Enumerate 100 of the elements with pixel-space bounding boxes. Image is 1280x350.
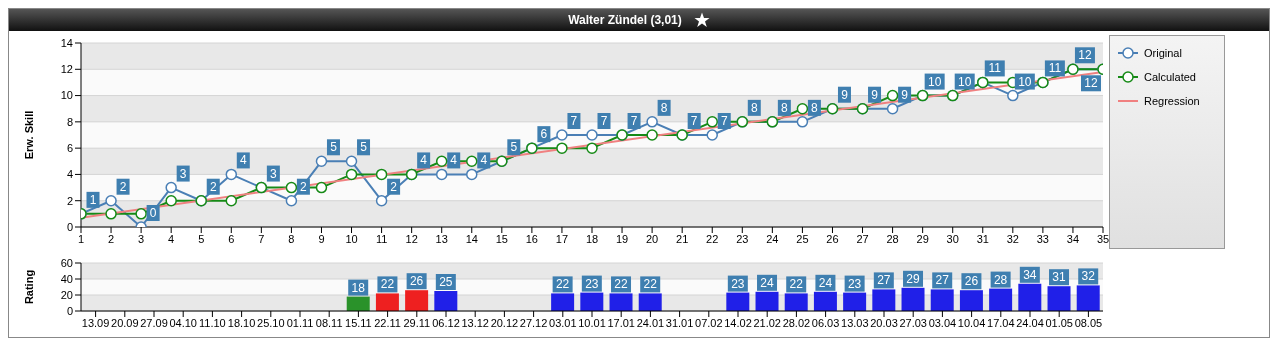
y-tick-label: 0 — [66, 304, 73, 317]
x-tick-label: 24.01 — [636, 316, 665, 329]
data-label: 7 — [690, 114, 698, 128]
x-tick-label: 27.03 — [899, 316, 927, 329]
data-label: 24 — [760, 275, 775, 290]
x-tick-label: 18.10 — [227, 316, 256, 329]
data-label: 26 — [964, 274, 979, 289]
x-tick-label: 28.02 — [782, 316, 811, 329]
x-tick-label: 23 — [736, 232, 749, 245]
x-tick-label: 15.11 — [345, 316, 372, 329]
x-tick-label: 22.11 — [374, 316, 401, 329]
x-tick-label: 08.11 — [315, 316, 343, 329]
y-tick-label: 2 — [66, 194, 73, 207]
data-label: 32 — [1081, 269, 1096, 284]
x-tick-label: 19 — [615, 232, 629, 245]
data-label: 2 — [390, 179, 398, 194]
y-tick-label: 8 — [66, 115, 73, 128]
x-tick-label: 11 — [375, 232, 388, 245]
data-label: 1 — [89, 192, 97, 207]
x-tick-label: 31 — [976, 232, 989, 245]
x-tick-label: 9 — [318, 232, 325, 245]
data-label: 8 — [811, 100, 819, 115]
data-label: 34 — [1023, 267, 1037, 282]
data-label: 7 — [630, 114, 638, 128]
x-tick-label: 10 — [345, 232, 358, 245]
data-label: 6 — [540, 127, 548, 142]
data-label: 7 — [570, 114, 578, 128]
y-tick-label: 12 — [60, 63, 73, 76]
x-tick-label: 7 — [258, 232, 265, 245]
y-tick-label: 10 — [60, 89, 73, 102]
data-label: 23 — [731, 276, 745, 291]
x-tick-label: 21.02 — [753, 316, 781, 329]
data-label: 8 — [781, 100, 789, 115]
y-tick-label: 60 — [60, 256, 73, 269]
data-label: 22 — [789, 277, 804, 292]
x-tick-label: 29.11 — [403, 316, 431, 329]
data-label: 12 — [1084, 76, 1098, 91]
data-label: 5 — [360, 140, 368, 155]
y-tick-label: 0 — [66, 220, 73, 233]
x-tick-label: 25.10 — [257, 316, 285, 329]
x-tick-label: 20.12 — [490, 316, 519, 329]
data-label: 28 — [993, 272, 1008, 287]
x-tick-label: 06.03 — [811, 316, 840, 329]
data-label: 23 — [585, 276, 599, 291]
data-label: 24 — [818, 275, 833, 290]
x-tick-label: 31.01 — [665, 316, 694, 329]
x-tick-label: 17.01 — [607, 316, 635, 329]
x-tick-label: 13.12 — [461, 316, 489, 329]
x-tick-label: 25 — [796, 232, 809, 245]
x-tick-label: 1 — [77, 232, 85, 245]
legend-label: Original — [1144, 47, 1182, 59]
x-tick-label: 10.01 — [578, 316, 606, 329]
data-label: 27 — [935, 273, 950, 288]
chart-title: Walter Zündel (3,01) — [568, 13, 682, 27]
x-tick-label: 20 — [645, 232, 659, 245]
x-tick-label: 14 — [465, 232, 478, 245]
x-tick-label: 10.04 — [957, 316, 986, 329]
data-label: 2 — [209, 179, 217, 194]
x-tick-label: 27 — [856, 232, 869, 245]
data-label: 0 — [149, 206, 157, 220]
x-tick-label: 24.04 — [1016, 316, 1044, 329]
x-tick-label: 11.10 — [199, 316, 226, 329]
x-tick-label: 17.04 — [987, 316, 1015, 329]
data-label: 9 — [841, 87, 849, 102]
y-tick-label: 14 — [60, 36, 73, 49]
data-label: 5 — [330, 140, 338, 155]
data-label: 5 — [510, 140, 518, 155]
y-tick-label: 4 — [66, 168, 73, 181]
x-tick-label: 04.10 — [169, 316, 197, 329]
y-tick-label: 40 — [60, 272, 73, 285]
data-label: 4 — [450, 153, 458, 168]
x-tick-label: 13.03 — [841, 316, 869, 329]
x-tick-label: 14.02 — [724, 316, 752, 329]
data-label: 9 — [901, 87, 909, 102]
x-tick-label: 34 — [1066, 232, 1080, 245]
x-tick-label: 2 — [108, 232, 115, 245]
x-tick-label: 30 — [946, 232, 959, 245]
x-tick-label: 35 — [1096, 232, 1110, 245]
x-tick-label: 6 — [228, 232, 235, 245]
data-label: 8 — [660, 100, 668, 115]
data-label: 22 — [643, 277, 658, 292]
x-tick-label: 28 — [886, 232, 899, 245]
data-label: 4 — [480, 153, 488, 168]
legend-label: Calculated — [1144, 71, 1196, 83]
data-label: 2 — [119, 179, 127, 194]
x-tick-label: 17 — [555, 232, 569, 245]
data-label: 4 — [239, 153, 247, 168]
x-tick-label: 07.02 — [695, 316, 723, 329]
x-tick-label: 4 — [168, 232, 175, 245]
x-tick-label: 32 — [1006, 232, 1019, 245]
data-label: 10 — [927, 74, 942, 89]
data-label: 12 — [1078, 48, 1092, 63]
data-label: 22 — [380, 277, 395, 292]
data-label: 22 — [555, 277, 570, 292]
x-tick-label: 18 — [585, 232, 599, 245]
x-tick-label: 21 — [676, 232, 689, 245]
data-label: 11 — [1048, 61, 1062, 76]
x-tick-label: 20.09 — [111, 316, 139, 329]
data-label: 27 — [877, 273, 891, 288]
x-tick-label: 08.05 — [1074, 316, 1103, 329]
